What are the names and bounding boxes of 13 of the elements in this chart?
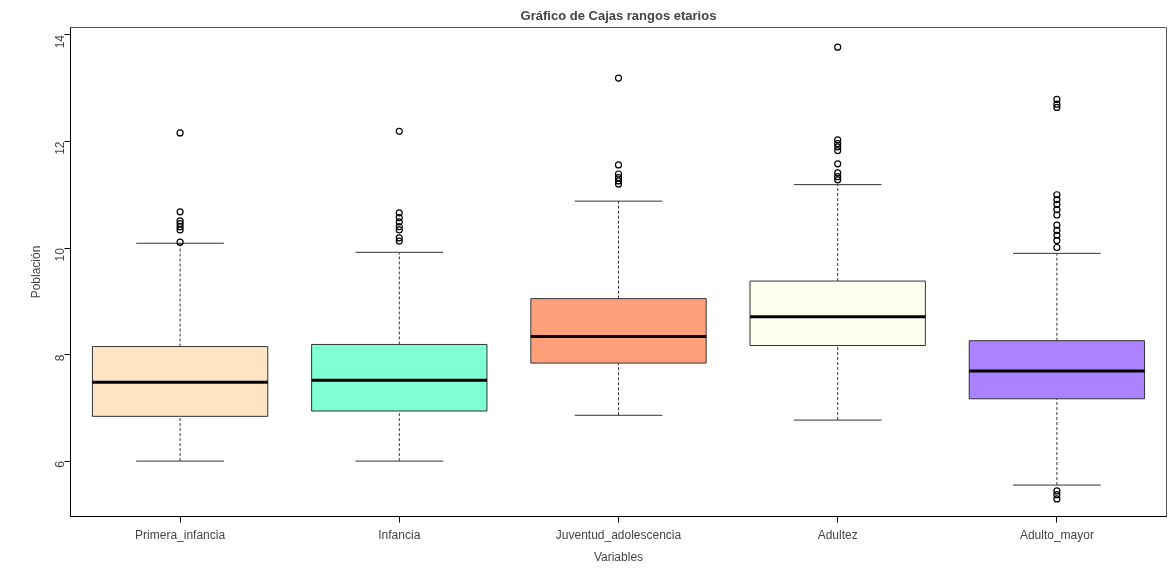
y-axis-title: Población <box>28 245 43 299</box>
x-tick-label: Adultez <box>817 527 858 542</box>
y-tick-label: 12 <box>53 141 67 155</box>
y-tick-label: 6 <box>53 460 67 468</box>
y-tick-label: 10 <box>53 247 67 262</box>
chart-title: Gráfico de Cajas rangos etarios <box>520 7 717 23</box>
x-axis-title: Variables <box>593 549 644 564</box>
x-tick-label: Juventud_adolescencia <box>555 527 682 542</box>
x-tick-label: Primera_infancia <box>135 527 226 542</box>
x-tick-label: Infancia <box>378 527 421 542</box>
y-tick-label: 8 <box>53 354 67 362</box>
x-tick-label: Adulto_mayor <box>1019 527 1094 542</box>
y-tick-label: 14 <box>53 34 67 49</box>
